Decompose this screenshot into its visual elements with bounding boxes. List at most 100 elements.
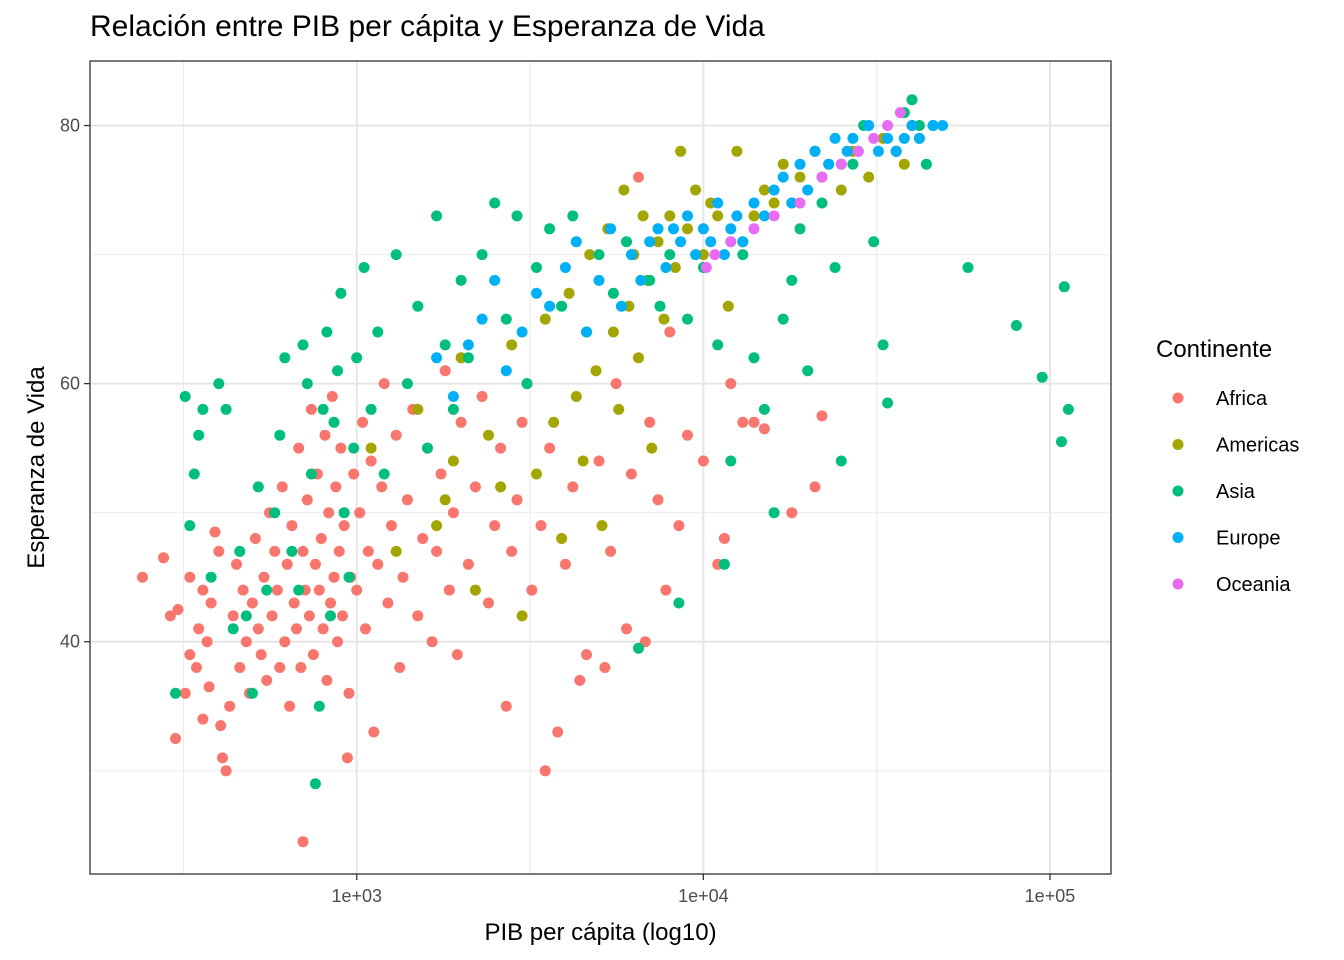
- data-point: [758, 403, 770, 415]
- data-point: [360, 623, 371, 635]
- data-point: [240, 610, 252, 622]
- legend-key-europe: [1172, 532, 1184, 543]
- data-point: [777, 313, 789, 325]
- data-point: [927, 120, 939, 131]
- data-point: [301, 378, 313, 390]
- data-point: [835, 455, 847, 467]
- data-point: [526, 584, 538, 596]
- data-point: [552, 726, 564, 738]
- data-point: [535, 520, 547, 532]
- data-point: [712, 197, 724, 209]
- data-point: [658, 313, 670, 325]
- data-point: [390, 249, 402, 261]
- data-point: [725, 378, 737, 390]
- data-point: [325, 610, 336, 622]
- data-point: [179, 391, 191, 402]
- data-point: [1058, 281, 1070, 293]
- data-point: [179, 687, 191, 699]
- data-point: [439, 365, 451, 377]
- data-point: [489, 520, 501, 532]
- data-point: [682, 210, 693, 222]
- data-point: [469, 584, 481, 596]
- data-point: [422, 442, 433, 454]
- data-point: [516, 416, 528, 428]
- data-point: [443, 584, 455, 596]
- data-point: [633, 171, 644, 183]
- data-point: [829, 132, 841, 144]
- data-point: [786, 274, 798, 286]
- data-point: [279, 352, 291, 364]
- data-point: [607, 326, 619, 338]
- data-point: [269, 545, 281, 557]
- data-point: [722, 300, 734, 312]
- data-point: [431, 352, 443, 364]
- data-point: [786, 507, 798, 519]
- data-point: [877, 339, 889, 351]
- data-point: [309, 778, 321, 790]
- data-point: [906, 120, 918, 131]
- data-point: [301, 494, 313, 506]
- data-point: [544, 223, 556, 235]
- plot-panel-background: [90, 61, 1111, 874]
- data-point: [718, 558, 730, 570]
- data-point: [184, 649, 196, 661]
- data-point: [266, 610, 278, 622]
- data-point: [690, 249, 702, 261]
- data-point: [1056, 436, 1067, 448]
- data-point: [321, 326, 333, 338]
- legend-label-oceania: Oceania: [1216, 574, 1291, 596]
- data-point: [447, 455, 459, 467]
- data-point: [439, 339, 451, 351]
- data-point: [237, 584, 249, 596]
- data-point: [382, 597, 394, 609]
- data-point: [511, 210, 523, 222]
- data-point: [581, 649, 592, 661]
- data-point: [274, 662, 286, 673]
- data-point: [605, 545, 617, 557]
- data-point: [625, 468, 637, 480]
- data-point: [868, 132, 880, 144]
- data-point: [332, 636, 343, 648]
- series-oceania: [700, 107, 906, 273]
- legend-label-africa: Africa: [1216, 388, 1268, 410]
- data-point: [898, 158, 910, 170]
- data-point: [962, 262, 974, 273]
- data-point: [768, 197, 780, 209]
- data-point: [809, 145, 821, 157]
- data-point: [809, 481, 821, 493]
- data-point: [348, 442, 360, 454]
- data-point: [337, 610, 348, 622]
- data-point: [297, 836, 309, 848]
- data-point: [354, 507, 366, 519]
- data-point: [252, 623, 264, 635]
- data-point: [335, 442, 347, 454]
- data-point: [431, 520, 443, 532]
- data-point: [447, 391, 459, 402]
- data-point: [362, 545, 374, 557]
- data-point: [794, 171, 806, 183]
- data-point: [559, 262, 571, 273]
- data-point: [269, 507, 281, 519]
- data-point: [489, 197, 501, 209]
- data-point: [184, 571, 196, 583]
- data-point: [664, 326, 676, 338]
- data-point: [193, 429, 205, 441]
- data-point: [567, 210, 579, 222]
- data-point: [673, 520, 685, 532]
- data-point: [898, 132, 910, 144]
- data-point: [271, 584, 283, 596]
- data-point: [495, 481, 507, 493]
- data-point: [758, 210, 770, 222]
- data-point: [531, 468, 542, 480]
- data-point: [920, 158, 932, 170]
- data-point: [476, 249, 488, 261]
- data-point: [894, 107, 906, 119]
- data-point: [863, 171, 875, 183]
- data-point: [660, 262, 672, 273]
- data-point: [748, 352, 760, 364]
- data-point: [712, 210, 724, 222]
- data-point: [794, 197, 806, 209]
- data-point: [668, 223, 679, 235]
- data-point: [705, 236, 717, 248]
- data-point: [321, 674, 333, 686]
